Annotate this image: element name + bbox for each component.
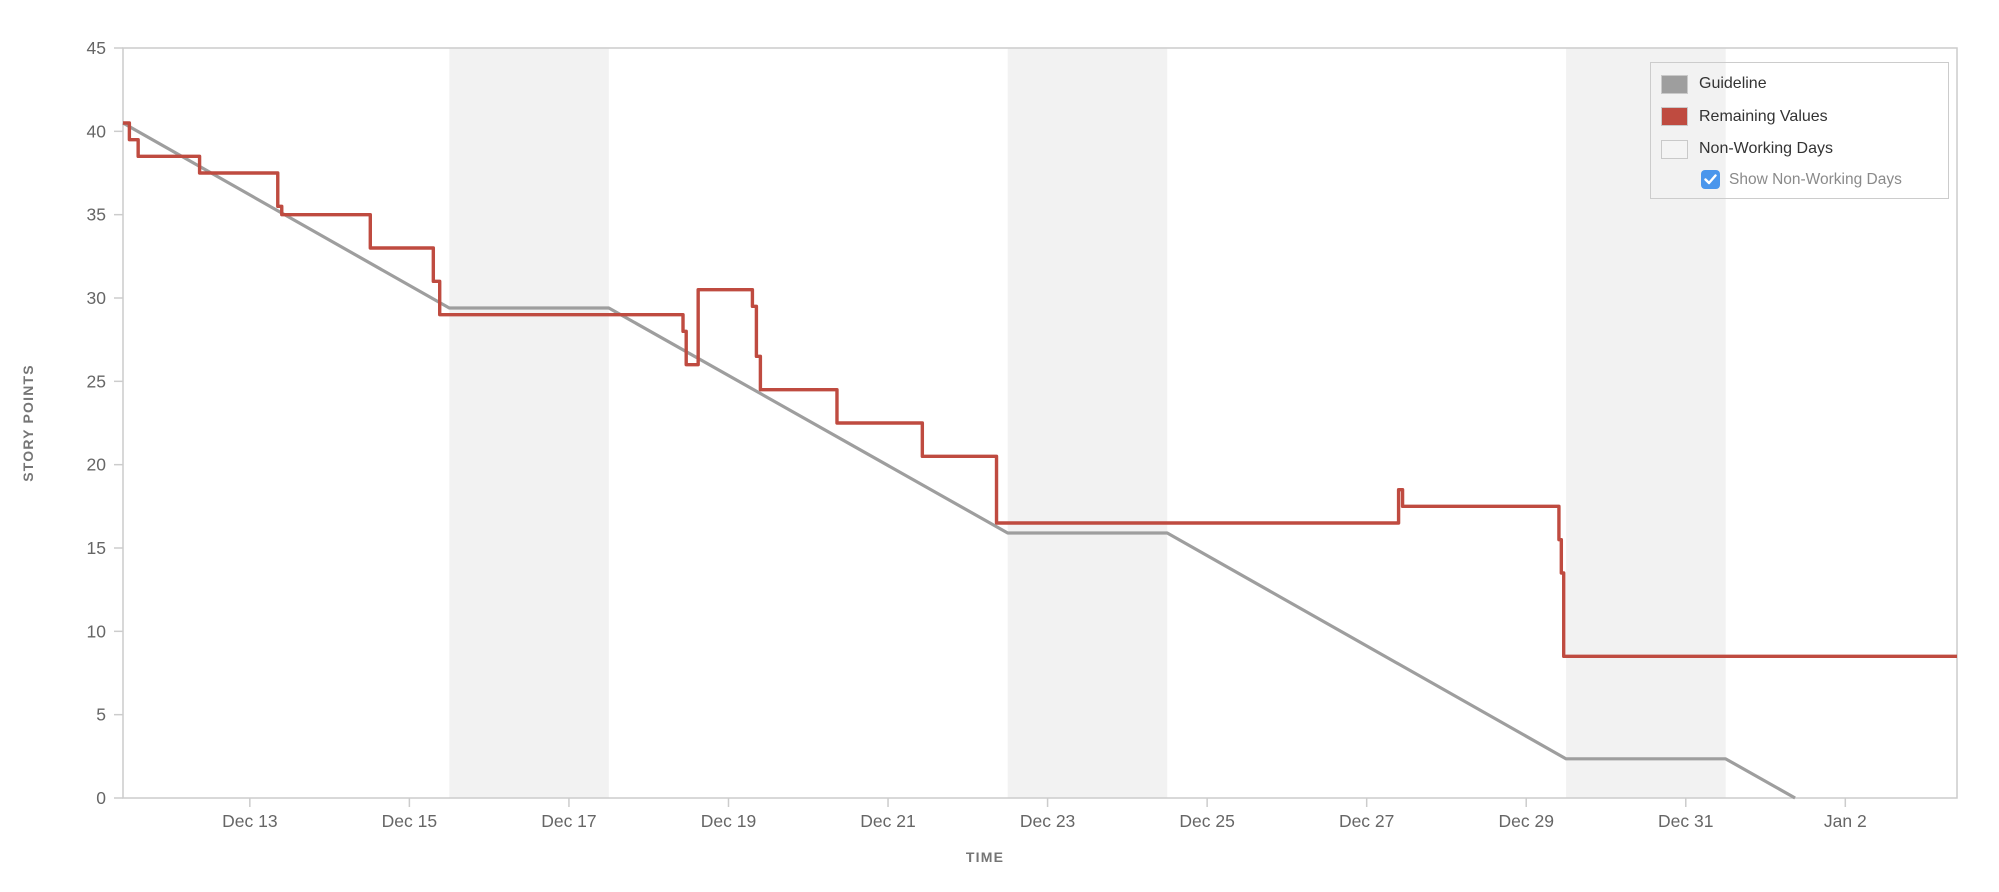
y-tick-label: 20 (87, 455, 107, 475)
x-tick-label: Dec 31 (1658, 811, 1713, 831)
legend: Guideline Remaining Values Non-Working D… (1650, 62, 1949, 199)
x-tick-label: Dec 27 (1339, 811, 1394, 831)
y-tick-label: 40 (87, 121, 107, 141)
x-tick-label: Dec 21 (860, 811, 915, 831)
x-tick-label: Dec 15 (382, 811, 437, 831)
guideline-series (122, 121, 1796, 800)
guideline-swatch-icon (1661, 74, 1688, 94)
y-tick-label: 35 (87, 205, 106, 225)
x-tick-label: Dec 17 (541, 811, 596, 831)
legend-item-guideline: Guideline (1661, 70, 1938, 98)
legend-item-remaining-values: Remaining Values (1661, 103, 1938, 131)
y-tick-label: 25 (87, 371, 106, 391)
show-non-working-days-label: Show Non-Working Days (1729, 170, 1902, 188)
y-tick-label: 15 (87, 538, 106, 558)
legend-item-label: Non-Working Days (1699, 140, 1833, 158)
show-non-working-days-row: Show Non-Working Days (1661, 168, 1938, 192)
remaining-values-swatch-icon (1661, 107, 1688, 127)
x-tick-label: Dec 13 (222, 811, 277, 831)
non-working-day-band (449, 48, 609, 798)
non-working-day-band (1566, 48, 1726, 798)
legend-item-label: Guideline (1699, 75, 1767, 92)
y-tick-label: 10 (87, 621, 107, 641)
plot-border (122, 47, 1958, 799)
x-tick-label: Dec 19 (701, 811, 756, 831)
x-tick-label: Dec 25 (1179, 811, 1234, 831)
checkmark-icon (1704, 174, 1717, 185)
x-tick-label: Dec 23 (1020, 811, 1075, 831)
non-working-day-band (1007, 48, 1168, 798)
show-non-working-days-checkbox[interactable] (1701, 170, 1720, 190)
y-tick-label: 5 (96, 705, 106, 725)
legend-item-label: Remaining Values (1699, 107, 1828, 125)
y-axis-title: STORY POINTS (20, 364, 36, 482)
x-axis-title: TIME (966, 849, 1004, 865)
legend-item-non-working-days: Non-Working Days (1661, 135, 1938, 163)
y-tick-label: 45 (87, 38, 106, 58)
x-tick-label: Dec 29 (1498, 811, 1553, 831)
remaining-values-series (123, 121, 1957, 659)
y-tick-label: 0 (96, 788, 106, 808)
x-tick-label: Jan 2 (1824, 811, 1867, 831)
y-tick-label: 30 (87, 288, 107, 308)
non-working-days-swatch-icon (1661, 139, 1688, 159)
